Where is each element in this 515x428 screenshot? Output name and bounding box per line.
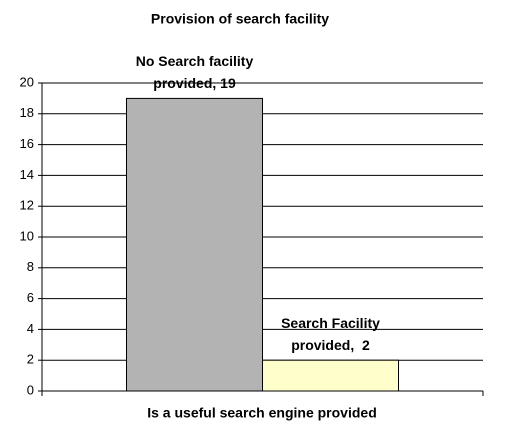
chart-title: Provision of search facility bbox=[151, 11, 329, 27]
y-tick-label: 18 bbox=[20, 105, 34, 120]
y-tick-label: 10 bbox=[20, 228, 34, 243]
data-label: No Search facility provided, 19 bbox=[135, 53, 258, 92]
x-axis-label: Is a useful search engine provided bbox=[147, 405, 377, 421]
y-tick-label: 16 bbox=[20, 136, 34, 151]
y-tick-label: 2 bbox=[27, 352, 34, 367]
bar bbox=[126, 97, 263, 392]
y-tick-label: 20 bbox=[20, 74, 34, 89]
y-tick-label: 8 bbox=[27, 259, 34, 274]
y-tick-label: 14 bbox=[20, 167, 34, 182]
y-tick-label: 6 bbox=[27, 290, 34, 305]
y-tick-label: 4 bbox=[27, 321, 34, 336]
y-tick-label: 0 bbox=[27, 382, 34, 397]
data-label: Search Facility provided, 2 bbox=[281, 315, 384, 354]
y-tick-label: 12 bbox=[20, 198, 34, 213]
bar bbox=[262, 359, 399, 392]
